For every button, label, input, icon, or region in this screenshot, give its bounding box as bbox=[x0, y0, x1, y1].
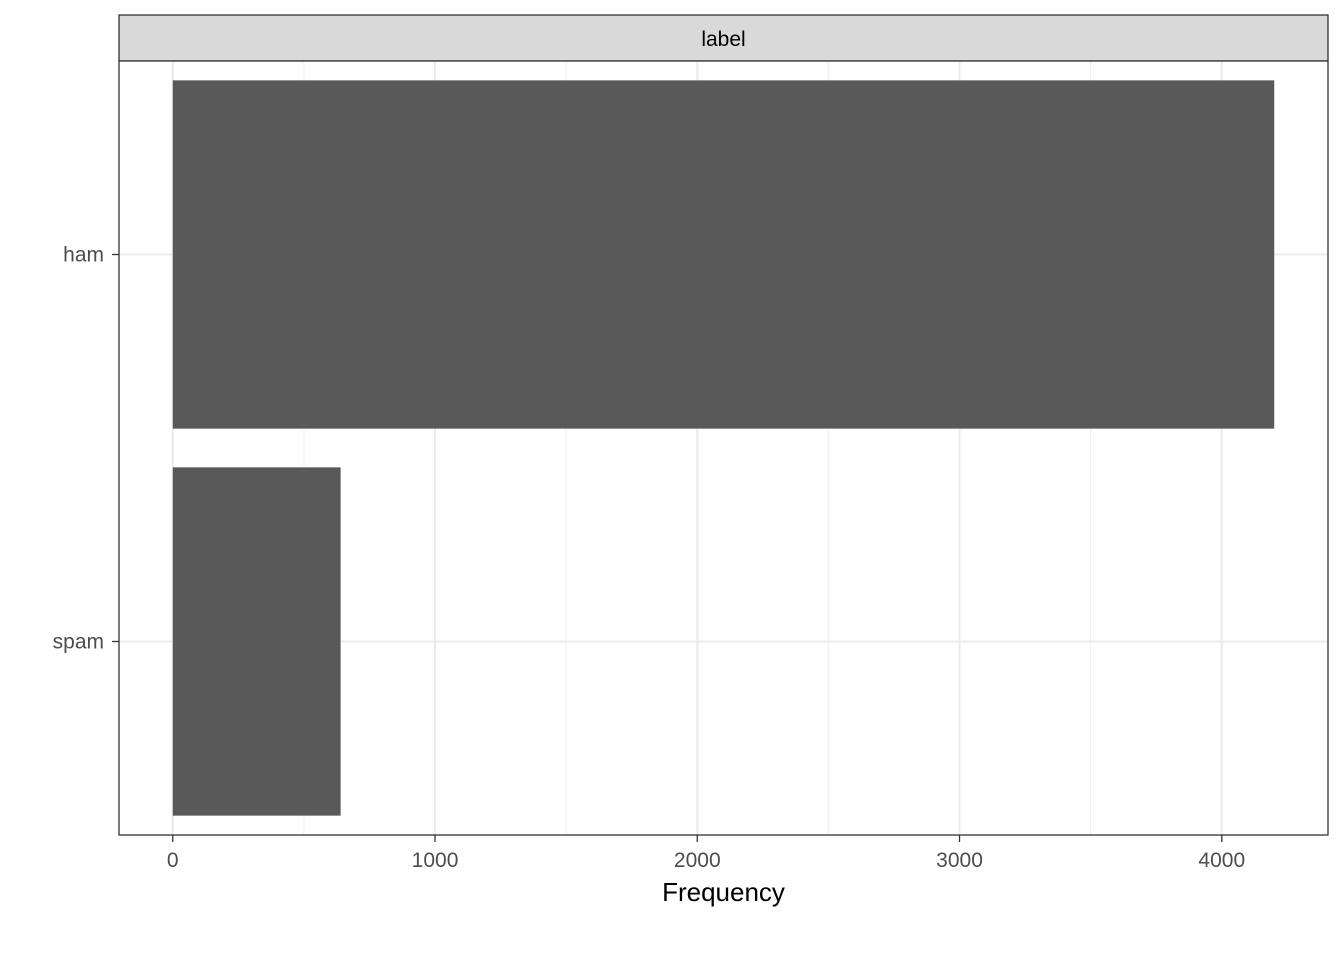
panel-border bbox=[118, 60, 1329, 836]
x-tick-label: 3000 bbox=[936, 849, 983, 872]
x-tick-label: 0 bbox=[167, 849, 179, 872]
facet-strip-background bbox=[118, 14, 1329, 62]
y-tick-label: spam bbox=[53, 631, 104, 654]
bar-spam bbox=[172, 467, 341, 816]
y-axis: ham spam bbox=[53, 244, 119, 654]
y-tick-label: ham bbox=[63, 244, 104, 267]
x-axis-title: Frequency bbox=[662, 877, 785, 907]
facet-strip: label bbox=[118, 14, 1329, 62]
bar-ham bbox=[172, 80, 1275, 429]
x-axis: 0 1000 2000 3000 4000 bbox=[167, 835, 1245, 872]
x-tick-label: 4000 bbox=[1198, 849, 1245, 872]
plot-area bbox=[118, 60, 1329, 836]
x-tick-label: 2000 bbox=[674, 849, 721, 872]
facet-strip-label: label bbox=[701, 28, 745, 51]
x-tick-label: 1000 bbox=[412, 849, 459, 872]
bars bbox=[172, 80, 1275, 816]
